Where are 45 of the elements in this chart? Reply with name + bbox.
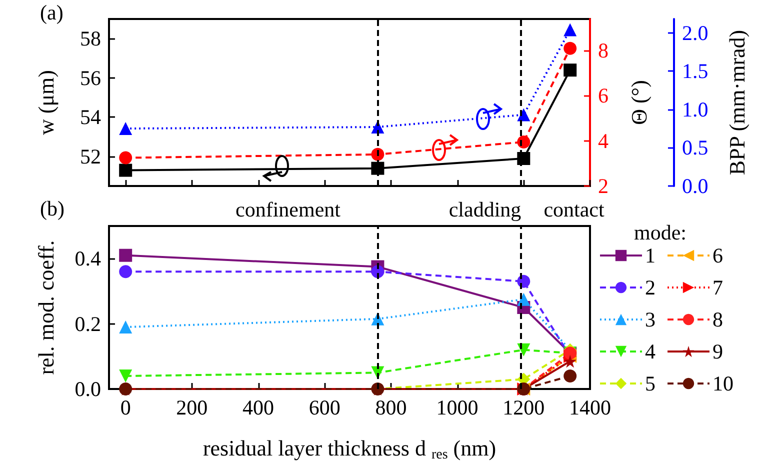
y2-tick-label: 4 (598, 128, 609, 153)
legend-label: 4 (645, 340, 656, 364)
y-tick-label: 0.2 (74, 312, 101, 336)
legend-label: 3 (645, 308, 656, 332)
chart-title: (a) (40, 0, 64, 24)
y3-tick-label: 1.0 (682, 97, 708, 122)
y-axis-title: rel. mod. coeff. (34, 240, 58, 375)
chart-title: (b) (40, 196, 64, 220)
y-tick-label: 58 (80, 26, 101, 51)
y3-axis-title: BPP (mm·mrad) (724, 30, 750, 176)
legend-title: mode: (634, 220, 686, 244)
y2-tick-label: 6 (598, 84, 608, 108)
legend-label: 6 (712, 244, 723, 268)
text: contact (544, 198, 604, 222)
y2-tick-label: 2 (598, 174, 608, 198)
y2-tick-label: 8 (598, 38, 608, 63)
text: cladding (448, 198, 522, 222)
legend-label: 5 (645, 372, 656, 396)
y-tick-label: 54 (80, 105, 102, 130)
y-tick-label: 0.0 (74, 377, 101, 401)
x-tick-label: 800 (375, 396, 407, 420)
legend-label: 1 (645, 244, 656, 268)
text: confinement (236, 198, 341, 222)
y-axis-title: w (μm) (34, 70, 58, 135)
x-tick-label: 1400 (569, 396, 611, 420)
y-tick-label: 52 (80, 144, 101, 169)
x-axis-title: residual layer thickness d res (nm) (202, 436, 496, 462)
y-tick-label: 0.4 (74, 246, 102, 271)
y2-axis-title: Θ (°) (626, 80, 652, 125)
y-tick-label: 56 (80, 66, 101, 90)
legend-label: 10 (712, 372, 734, 396)
x-tick-label: 600 (308, 396, 340, 420)
x-tick-label: 400 (242, 396, 274, 420)
x-tick-label: 1000 (436, 396, 478, 420)
x-tick-label: 1200 (502, 396, 545, 420)
x-tick-label: 0 (120, 396, 131, 420)
y3-tick-label: 2.0 (682, 20, 708, 45)
legend-label: 2 (645, 276, 656, 300)
y3-tick-label: 0.0 (682, 174, 708, 198)
y3-tick-label: 0.5 (682, 136, 708, 160)
legend-label: 8 (712, 308, 723, 332)
legend-label: 7 (712, 276, 723, 300)
x-tick-label: 200 (176, 396, 208, 420)
legend-label: 9 (712, 340, 723, 364)
y3-tick-label: 1.5 (682, 59, 708, 84)
